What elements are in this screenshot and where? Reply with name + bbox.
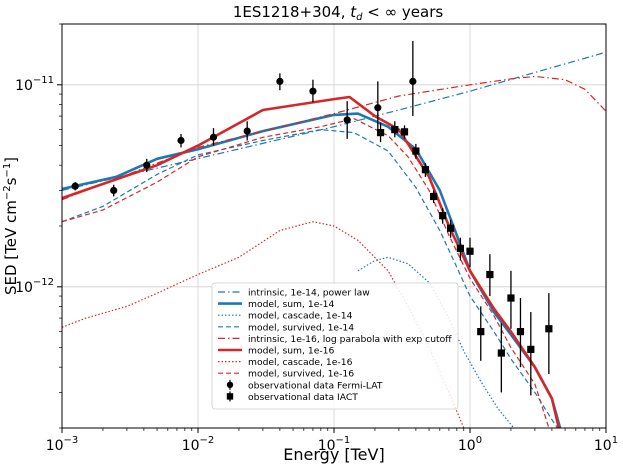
iact-point (486, 270, 494, 279)
y-tick-label: 10−12 (15, 277, 54, 296)
fermi-lat-point (374, 104, 382, 112)
legend-label-0: intrinsic, 1e-14, power law (248, 288, 370, 299)
series-line-0 (62, 51, 606, 191)
x-tick-label: 10−1 (318, 435, 351, 454)
iact-point (421, 166, 430, 174)
iact-point (545, 325, 553, 333)
x-tick-label: 101 (594, 435, 618, 454)
legend-label-2: model, cascade, 1e-14 (248, 311, 353, 322)
iact-point (507, 294, 515, 302)
x-tick-label: 10−2 (182, 435, 215, 454)
legend-marker-fermi (226, 381, 234, 388)
iact-point (466, 247, 474, 255)
fermi-lat-point (71, 182, 79, 190)
fermi-lat-point (276, 77, 284, 85)
iact-point (446, 224, 455, 232)
chart-title: 1ES1218+304, td < ∞ years (233, 3, 444, 23)
iact-point (430, 192, 438, 201)
series-line-4 (62, 75, 606, 201)
legend-label-obs-0: observational data Fermi-LAT (248, 380, 383, 391)
y-tick-label: 10−11 (15, 75, 54, 94)
fermi-lat-point (409, 77, 417, 85)
iact-point (376, 128, 385, 137)
y-axis-label: SED [TeV cm−2s−1] (2, 157, 20, 295)
iact-point (456, 244, 465, 252)
series-line-3 (62, 129, 558, 428)
iact-point (439, 212, 447, 220)
legend-box (211, 282, 459, 410)
legend-label-4: intrinsic, 1e-16, log parabola with exp … (248, 334, 452, 345)
series-line-5 (62, 95, 561, 428)
iact-point (527, 345, 535, 353)
iact-point (400, 128, 409, 136)
legend-label-obs-1: observational data IACT (248, 392, 358, 403)
iact-point (412, 147, 420, 155)
iact-point (477, 328, 485, 336)
fermi-lat-point (343, 116, 351, 124)
iact-point (497, 349, 505, 357)
fermi-lat-point (209, 133, 218, 141)
legend-label-7: model, survived, 1e-16 (248, 369, 354, 380)
x-tick-label: 100 (458, 435, 482, 454)
fermi-lat-point (309, 87, 317, 95)
legend-label-6: model, cascade, 1e-16 (248, 357, 353, 368)
x-tick-label: 10−3 (46, 435, 79, 454)
fermi-lat-point (177, 136, 185, 145)
observational-data (71, 40, 553, 396)
legend-marker-iact (226, 393, 234, 400)
legend-label-5: model, sum, 1e-16 (248, 346, 335, 357)
legend-label-3: model, survived, 1e-14 (248, 322, 354, 333)
fermi-lat-point (110, 186, 118, 195)
x-axis-label: Energy [TeV] (283, 445, 384, 464)
series-line-7 (62, 118, 550, 428)
iact-point (516, 328, 525, 336)
fermi-lat-point (243, 127, 251, 135)
axis-ticks: 10−3 10−2 10−1 100 101 10−12 10−11 (15, 23, 618, 454)
fermi-lat-point (143, 161, 151, 169)
legend-label-1: model, sum, 1e-14 (248, 299, 335, 310)
iact-point (391, 126, 399, 134)
